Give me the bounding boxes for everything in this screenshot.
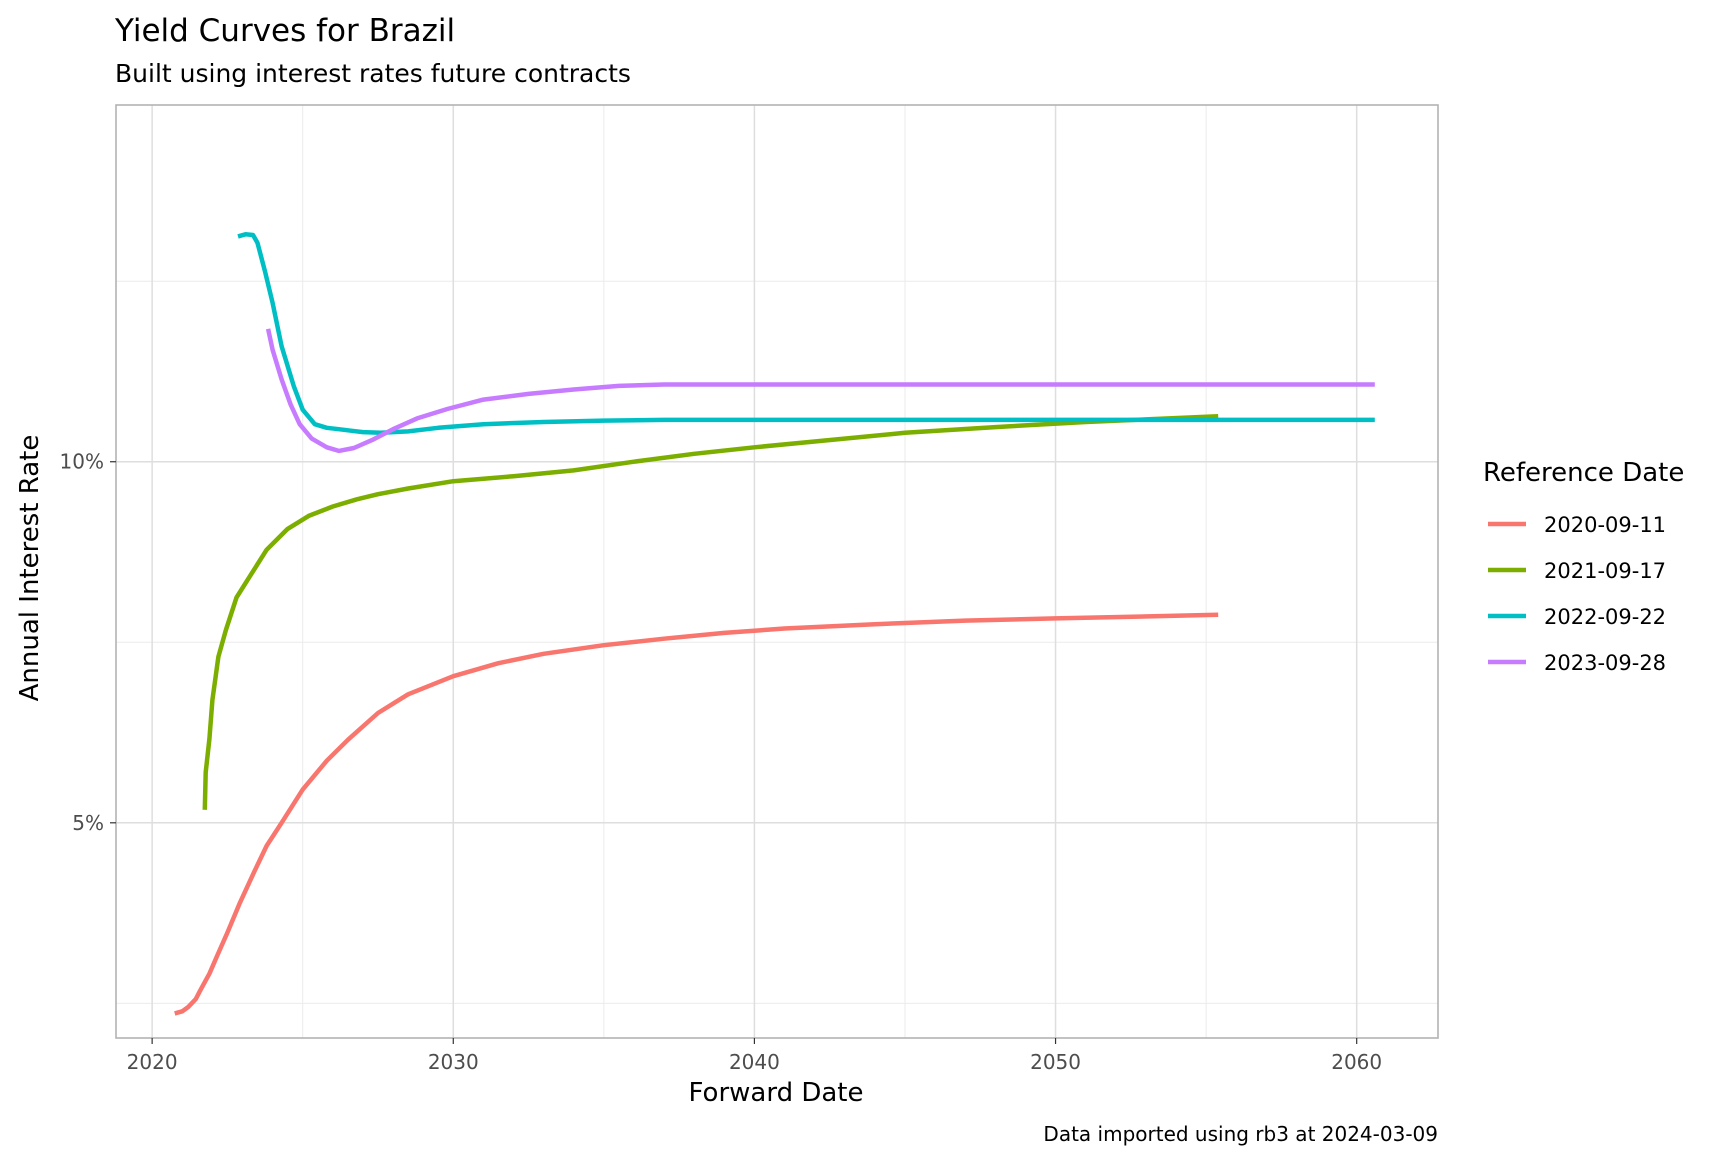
y-tick-label: 5%: [72, 811, 104, 835]
series-lines: [174, 232, 1375, 1016]
y-tick-label: 10%: [60, 450, 104, 474]
legend-title: Reference Date: [1483, 458, 1684, 488]
chart-subtitle: Built using interest rates future contra…: [115, 59, 631, 88]
y-axis-title: Annual Interest Rate: [15, 435, 45, 702]
series-line-2023-09-28: [265, 328, 1375, 454]
legend-label: 2020-09-11: [1544, 513, 1666, 537]
x-tick-label: 2060: [1331, 1050, 1382, 1074]
chart-caption: Data imported using rb3 at 2024-03-09: [1043, 1122, 1438, 1146]
x-axis-title: Forward Date: [689, 1078, 864, 1108]
series-line-2020-09-11: [174, 612, 1219, 1016]
chart-title: Yield Curves for Brazil: [114, 13, 455, 49]
series-line-2022-09-22: [237, 232, 1375, 436]
x-tick-label: 2020: [127, 1050, 178, 1074]
legend: Reference Date 2020-09-11 2021-09-17 2022-…: [1483, 458, 1684, 675]
legend-label: 2022-09-22: [1544, 605, 1666, 629]
grid: [116, 105, 1438, 1038]
x-tick-label: 2030: [428, 1050, 479, 1074]
x-axis-ticks: 2020 2030 2040 2050 2060: [127, 1038, 1382, 1074]
x-tick-label: 2050: [1030, 1050, 1081, 1074]
plot-panel-border: [115, 104, 1439, 1039]
legend-label: 2023-09-28: [1544, 651, 1666, 675]
x-tick-label: 2040: [729, 1050, 780, 1074]
series-line-2021-09-17: [202, 413, 1219, 810]
legend-label: 2021-09-17: [1544, 559, 1666, 583]
y-axis-ticks: 5% 10%: [60, 450, 116, 835]
